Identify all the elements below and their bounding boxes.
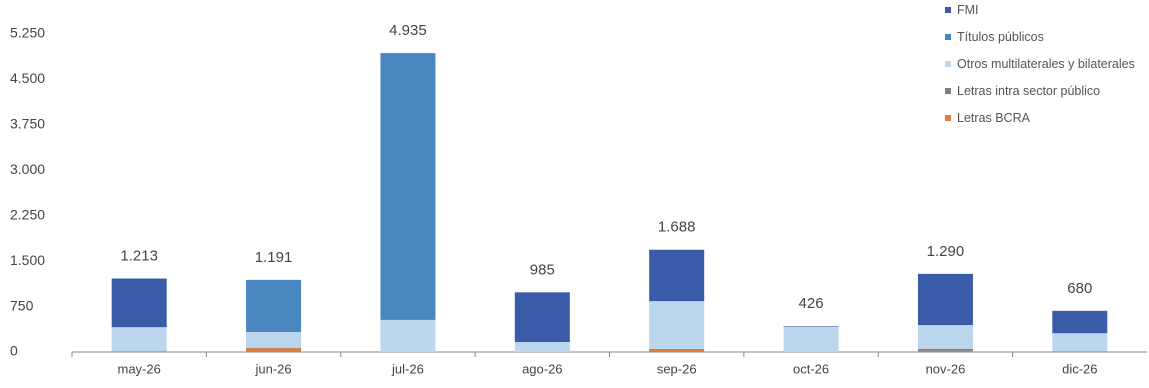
- y-tick-label: 3.750: [10, 116, 45, 132]
- bar-segment: [111, 351, 167, 352]
- bar-segment: [783, 326, 839, 327]
- legend-item: FMI: [945, 4, 1145, 17]
- x-tick-label: sep-26: [657, 361, 697, 376]
- bar-segment: [649, 348, 705, 350]
- x-tick-label: nov-26: [926, 361, 966, 376]
- legend-label: Letras intra sector público: [957, 84, 1101, 98]
- legend-label: Títulos públicos: [957, 30, 1044, 44]
- bar-segment: [111, 278, 167, 328]
- bar-segment: [246, 348, 302, 352]
- total-label: 985: [530, 261, 555, 278]
- bar-segment: [917, 273, 973, 326]
- total-label: 1.213: [120, 247, 158, 264]
- total-label: 680: [1067, 280, 1092, 297]
- y-tick-label: 2.250: [10, 206, 45, 222]
- x-tick-label: jun-26: [254, 361, 291, 376]
- x-tick-label: jul-26: [391, 361, 424, 376]
- legend-swatch: [945, 115, 951, 121]
- bar-segment: [514, 292, 570, 343]
- y-tick-label: 3.000: [10, 161, 45, 177]
- legend-item: Títulos públicos: [945, 31, 1145, 44]
- bar-segment: [917, 348, 973, 351]
- x-tick-label: may-26: [118, 361, 161, 376]
- bar-segment: [783, 326, 839, 352]
- legend-swatch: [945, 34, 951, 40]
- y-tick-label: 0: [10, 343, 18, 359]
- bar-segment: [649, 349, 705, 352]
- bar-segment: [246, 279, 302, 333]
- legend-item: Letras BCRA: [945, 112, 1145, 125]
- legend-item: Otros multilaterales y bilaterales: [945, 58, 1145, 71]
- x-tick-label: ago-26: [522, 361, 562, 376]
- legend-swatch: [945, 7, 951, 13]
- bar-segment: [514, 342, 570, 352]
- total-label: 426: [799, 295, 824, 312]
- legend-label: FMI: [957, 3, 979, 17]
- legend-label: Letras BCRA: [957, 111, 1030, 125]
- x-tick-label: oct-26: [793, 361, 829, 376]
- total-label: 1.191: [255, 249, 293, 266]
- bar-segment: [649, 249, 705, 302]
- bar-segment: [246, 332, 302, 348]
- bar-segment: [917, 350, 973, 352]
- y-tick-label: 750: [10, 297, 34, 313]
- total-label: 4.935: [389, 22, 427, 39]
- total-label: 1.688: [658, 219, 696, 236]
- legend-label: Otros multilaterales y bilaterales: [957, 57, 1135, 71]
- bar-segment: [649, 301, 705, 349]
- bar-segment: [917, 325, 973, 349]
- y-tick-label: 5.250: [10, 25, 45, 41]
- legend-swatch: [945, 61, 951, 67]
- bar-segment: [380, 53, 436, 320]
- total-label: 1.290: [927, 243, 965, 260]
- bar-segment: [1052, 310, 1108, 334]
- legend-item: Letras intra sector público: [945, 85, 1145, 98]
- y-tick-label: 4.500: [10, 70, 45, 86]
- x-tick-label: dic-26: [1062, 361, 1097, 376]
- legend: FMI Títulos públicos Otros multilaterales …: [945, 4, 1145, 139]
- bar-segment: [246, 347, 302, 349]
- bar-segment: [1052, 333, 1108, 352]
- bar-segment: [111, 327, 167, 352]
- bar-segment: [1052, 351, 1108, 352]
- y-tick-label: 1.500: [10, 252, 45, 268]
- bar-segment: [380, 319, 436, 352]
- legend-swatch: [945, 88, 951, 94]
